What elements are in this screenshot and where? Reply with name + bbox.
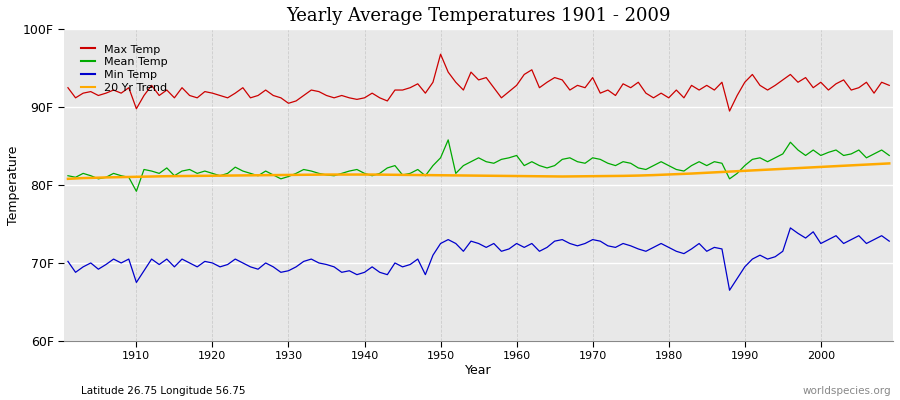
Text: worldspecies.org: worldspecies.org (803, 386, 891, 396)
Legend: Max Temp, Mean Temp, Min Temp, 20 Yr Trend: Max Temp, Mean Temp, Min Temp, 20 Yr Tre… (78, 41, 170, 96)
Title: Yearly Average Temperatures 1901 - 2009: Yearly Average Temperatures 1901 - 2009 (286, 7, 670, 25)
Text: Latitude 26.75 Longitude 56.75: Latitude 26.75 Longitude 56.75 (81, 386, 246, 396)
X-axis label: Year: Year (465, 364, 492, 377)
Y-axis label: Temperature: Temperature (7, 145, 20, 225)
